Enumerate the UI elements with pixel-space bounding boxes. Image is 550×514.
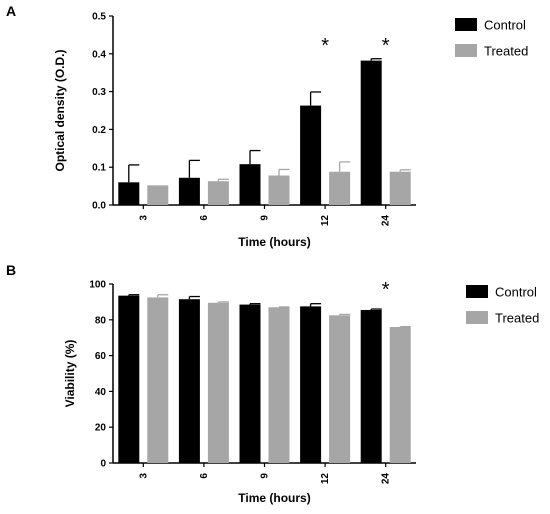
panel-b-y-tick-label: 40 xyxy=(95,387,107,398)
panel-b-bar-control xyxy=(360,309,382,463)
panel-a-y-tick-label: 0.3 xyxy=(92,87,106,98)
panel-b-y-tick-label: 80 xyxy=(95,315,107,326)
panel-b-significance-star: * xyxy=(382,279,390,301)
panel-b-letter: B xyxy=(6,262,16,278)
panel-a-y-tick-label: 0.4 xyxy=(92,49,106,60)
panel-b-bar-treated xyxy=(389,326,411,463)
panel-a-x-tick-label: 9 xyxy=(260,215,271,221)
panel-a-bar-treated xyxy=(268,175,290,205)
panel-a-x-tick-label: 6 xyxy=(199,215,210,221)
panel-a-bar-control xyxy=(360,60,382,205)
panel-b-x-tick-label: 6 xyxy=(199,473,210,479)
panel-b-y-axis-title: Viability (%) xyxy=(63,340,77,408)
panel-a-bar-treated xyxy=(329,171,351,205)
panel-a-bar-treated xyxy=(207,181,229,205)
panel-b-x-tick-label: 24 xyxy=(381,473,392,485)
panel-a-x-axis-title: Time (hours) xyxy=(238,235,310,249)
panel-b-x-tick-label: 9 xyxy=(260,473,271,479)
panel-b-bar-control xyxy=(118,295,140,463)
panel-b-y-tick-label: 20 xyxy=(95,423,107,434)
panel-b-bar-treated xyxy=(147,297,169,463)
panel-a-legend-label-treated: Treated xyxy=(484,44,528,59)
panel-b-y-tick-label: 60 xyxy=(95,351,107,362)
panel-b-x-tick-label: 3 xyxy=(138,473,149,479)
panel-a-y-tick-label: 0.5 xyxy=(92,12,106,23)
panel-a-legend-swatch-control xyxy=(455,18,477,31)
panel-b-legend-label-treated: Treated xyxy=(495,311,539,326)
panel-a-legend-swatch-treated xyxy=(455,44,477,57)
panel-a-y-tick-label: 0.0 xyxy=(92,201,106,212)
panel-b-legend-swatch-treated xyxy=(466,311,488,324)
panel-b-x-tick-label: 12 xyxy=(320,473,331,485)
panel-b-y-tick-label: 0 xyxy=(100,459,106,470)
panel-a-legend-label-control: Control xyxy=(484,18,526,33)
panel-a-x-tick-label: 24 xyxy=(381,215,392,227)
panel-b-bar-control xyxy=(178,299,200,463)
panel-b-bar-control xyxy=(239,304,261,463)
panel-a-bar-treated xyxy=(147,185,169,205)
panel-b-y-tick-label: 100 xyxy=(89,280,106,291)
panel-b-bar-treated xyxy=(329,315,351,463)
panel-b-legend-swatch-control xyxy=(466,285,488,298)
panel-a-x-tick-label: 3 xyxy=(138,215,149,221)
panel-a-bar-control xyxy=(118,182,140,205)
panel-b-bar-control xyxy=(300,306,322,463)
panel-a-bar-control xyxy=(178,177,200,205)
panel-a-significance-star: * xyxy=(382,35,390,57)
panel-b-legend-label-control: Control xyxy=(495,285,537,300)
panel-a-bar-treated xyxy=(389,171,411,205)
panel-a-bar-control xyxy=(300,105,322,205)
panel-b-x-axis-title: Time (hours) xyxy=(238,491,310,505)
panel-b-bar-treated xyxy=(207,302,229,463)
panel-a-y-axis-title: Optical density (O.D.) xyxy=(53,49,67,171)
panel-a-y-tick-label: 0.2 xyxy=(92,125,106,136)
panel-a-x-tick-label: 12 xyxy=(320,215,331,227)
panel-b-bar-treated xyxy=(268,307,290,463)
panel-a-y-tick-label: 0.1 xyxy=(92,163,106,174)
panel-a-significance-star: * xyxy=(321,35,329,57)
panel-a-letter: A xyxy=(6,3,16,19)
panel-a-bar-control xyxy=(239,164,261,205)
